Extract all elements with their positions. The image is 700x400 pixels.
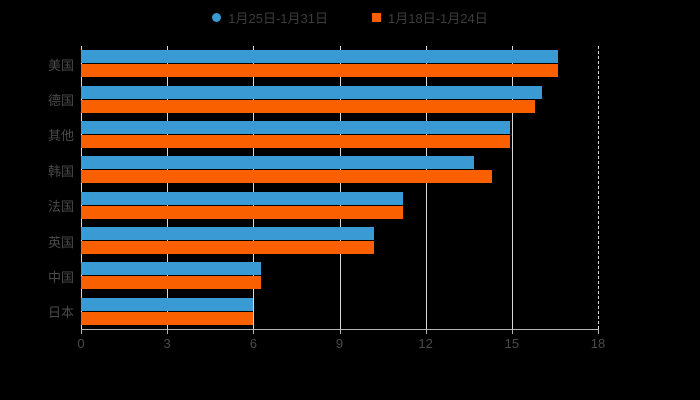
gridline (253, 46, 255, 329)
gridline (425, 46, 427, 329)
x-tick-mark (598, 329, 599, 334)
x-tick-label: 3 (163, 336, 171, 351)
y-tick-label: 美国 (47, 57, 74, 73)
gridline (511, 46, 513, 329)
bar[interactable] (81, 99, 535, 113)
gridline (167, 46, 169, 329)
bar[interactable] (81, 276, 261, 290)
bar-group (81, 294, 598, 329)
chart-legend: 1月25日-1月31日 1月18日-1月24日 (0, 0, 700, 34)
bar-group (81, 152, 598, 187)
bar[interactable] (81, 85, 542, 99)
legend-label-series-2: 1月18日-1月24日 (388, 10, 488, 26)
bar[interactable] (81, 191, 403, 205)
x-tick-mark (339, 329, 341, 334)
x-tick-mark (81, 329, 82, 334)
bar-group (81, 117, 598, 152)
x-tick-label: 0 (77, 336, 85, 351)
circle-icon (212, 12, 222, 22)
y-tick-label: 其他 (47, 128, 74, 144)
y-tick-label: 日本 (47, 305, 74, 321)
bar[interactable] (81, 134, 511, 148)
bar[interactable] (81, 120, 511, 134)
x-tick-mark (167, 329, 169, 334)
bar-group (81, 258, 598, 293)
x-tick-mark (511, 329, 513, 334)
bar[interactable] (81, 205, 403, 219)
x-axis-ticks: 0 3 6 9 12 15 18 (77, 329, 605, 359)
gridline (81, 46, 82, 329)
bar[interactable] (81, 262, 261, 276)
bar[interactable] (81, 170, 492, 184)
legend-label-series-1: 1月25日-1月31日 (228, 10, 328, 26)
x-tick-mark (425, 329, 427, 334)
y-tick-label: 英国 (47, 234, 74, 250)
square-icon (372, 12, 381, 22)
bar-group (81, 46, 598, 81)
bar[interactable] (81, 227, 374, 241)
y-tick-label: 法国 (47, 199, 74, 215)
legend-item-series-2[interactable]: 1月18日-1月24日 (372, 8, 488, 27)
x-tick-label: 15 (504, 336, 520, 351)
bar[interactable] (81, 50, 558, 64)
bar[interactable] (81, 241, 374, 255)
plot-area (81, 46, 599, 329)
y-tick-label: 德国 (47, 93, 74, 109)
bar[interactable] (81, 311, 254, 325)
bar-group (81, 223, 598, 258)
gridline (598, 46, 599, 329)
x-tick-mark (253, 329, 255, 334)
bar-group (81, 188, 598, 223)
bar[interactable] (81, 297, 254, 311)
x-tick-label: 9 (335, 336, 344, 351)
y-axis-labels: 美国德国其他韩国法国英国中国日本 (0, 46, 74, 329)
bar[interactable] (81, 64, 558, 78)
bar-group (81, 81, 598, 116)
x-tick-label: 6 (249, 336, 257, 351)
x-tick-label: 12 (418, 336, 433, 351)
gridline (339, 46, 341, 329)
y-tick-label: 中国 (47, 269, 74, 285)
y-tick-label: 韩国 (47, 163, 74, 179)
bar[interactable] (81, 156, 475, 170)
x-tick-label: 18 (590, 336, 606, 351)
legend-item-series-1[interactable]: 1月25日-1月31日 (212, 8, 328, 27)
